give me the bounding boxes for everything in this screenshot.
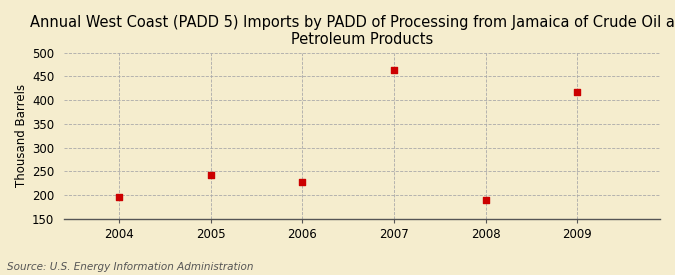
Point xyxy=(481,197,491,202)
Title: Annual West Coast (PADD 5) Imports by PADD of Processing from Jamaica of Crude O: Annual West Coast (PADD 5) Imports by PA… xyxy=(30,15,675,47)
Point xyxy=(572,89,583,94)
Text: Source: U.S. Energy Information Administration: Source: U.S. Energy Information Administ… xyxy=(7,262,253,272)
Point xyxy=(297,180,308,184)
Point xyxy=(389,68,400,73)
Point xyxy=(205,173,216,177)
Y-axis label: Thousand Barrels: Thousand Barrels xyxy=(15,84,28,187)
Point xyxy=(114,195,125,200)
